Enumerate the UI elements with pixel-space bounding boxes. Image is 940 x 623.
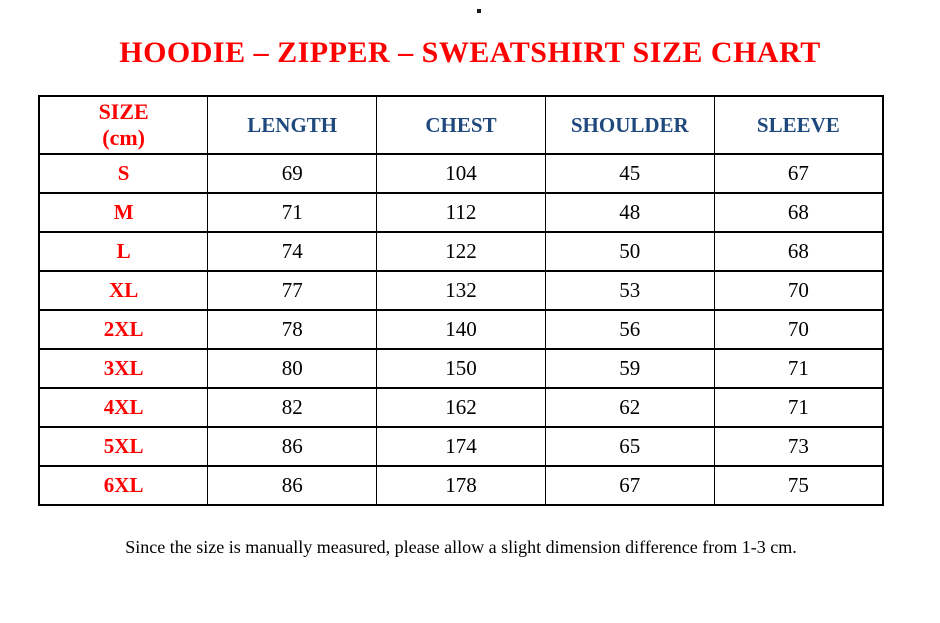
sleeve-value-cell: 73 — [713, 426, 884, 467]
shoulder-value-cell: 62 — [544, 387, 715, 428]
size-header-line1: SIZE — [98, 99, 149, 124]
length-value-cell: 71 — [207, 192, 378, 233]
size-label-cell: L — [38, 231, 209, 272]
table-row: L 74 122 50 68 — [38, 231, 884, 272]
size-label-cell: 4XL — [38, 387, 209, 428]
size-chart-body: S 69 104 45 67 M 71 112 48 68 L 74 122 50 68 XL 77 132 53 7… — [38, 153, 884, 506]
chest-value-cell: 112 — [376, 192, 546, 233]
shoulder-value-cell: 48 — [544, 192, 715, 233]
size-chart-table: SIZE (cm) LENGTH CHEST SHOULDER SLEEVE S… — [38, 95, 884, 506]
sleeve-value-cell: 70 — [713, 309, 884, 350]
page-title: HOODIE – ZIPPER – SWEATSHIRT SIZE CHART — [119, 36, 821, 69]
table-row: M 71 112 48 68 — [38, 192, 884, 233]
shoulder-value-cell: 59 — [544, 348, 715, 389]
table-row: 6XL 86 178 67 75 — [38, 465, 884, 506]
size-label-cell: 3XL — [38, 348, 209, 389]
sleeve-value-cell: 71 — [713, 387, 884, 428]
shoulder-value-cell: 56 — [544, 309, 715, 350]
length-value-cell: 80 — [207, 348, 378, 389]
length-value-cell: 74 — [207, 231, 378, 272]
stray-dot-artifact — [477, 9, 481, 13]
size-label-cell: S — [38, 153, 209, 194]
table-row: S 69 104 45 67 — [38, 153, 884, 194]
sleeve-value-cell: 71 — [713, 348, 884, 389]
chest-value-cell: 132 — [376, 270, 546, 311]
size-label-cell: 2XL — [38, 309, 209, 350]
table-row: 2XL 78 140 56 70 — [38, 309, 884, 350]
length-value-cell: 77 — [207, 270, 378, 311]
column-header-sleeve: SLEEVE — [713, 95, 884, 155]
length-value-cell: 86 — [207, 465, 378, 506]
table-row: 3XL 80 150 59 71 — [38, 348, 884, 389]
chest-value-cell: 162 — [376, 387, 546, 428]
length-value-cell: 78 — [207, 309, 378, 350]
length-value-cell: 82 — [207, 387, 378, 428]
size-label-cell: 5XL — [38, 426, 209, 467]
measurement-note: Since the size is manually measured, ple… — [125, 537, 797, 557]
chest-value-cell: 174 — [376, 426, 546, 467]
column-header-shoulder: SHOULDER — [544, 95, 715, 155]
sleeve-value-cell: 68 — [713, 231, 884, 272]
chest-value-cell: 122 — [376, 231, 546, 272]
column-header-size-cm: SIZE (cm) — [38, 95, 209, 155]
sleeve-value-cell: 70 — [713, 270, 884, 311]
size-label-cell: XL — [38, 270, 209, 311]
chest-value-cell: 140 — [376, 309, 546, 350]
table-row: 4XL 82 162 62 71 — [38, 387, 884, 428]
column-header-length: LENGTH — [207, 95, 378, 155]
sleeve-value-cell: 75 — [713, 465, 884, 506]
chest-value-cell: 150 — [376, 348, 546, 389]
size-label-cell: 6XL — [38, 465, 209, 506]
shoulder-value-cell: 45 — [544, 153, 715, 194]
chest-value-cell: 178 — [376, 465, 546, 506]
column-header-chest: CHEST — [376, 95, 546, 155]
shoulder-value-cell: 67 — [544, 465, 715, 506]
table-row: XL 77 132 53 70 — [38, 270, 884, 311]
table-row: 5XL 86 174 65 73 — [38, 426, 884, 467]
length-value-cell: 86 — [207, 426, 378, 467]
sleeve-value-cell: 68 — [713, 192, 884, 233]
length-value-cell: 69 — [207, 153, 378, 194]
size-header-line2: (cm) — [102, 125, 146, 150]
header-row: SIZE (cm) LENGTH CHEST SHOULDER SLEEVE — [38, 95, 884, 155]
shoulder-value-cell: 53 — [544, 270, 715, 311]
shoulder-value-cell: 65 — [544, 426, 715, 467]
chest-value-cell: 104 — [376, 153, 546, 194]
size-label-cell: M — [38, 192, 209, 233]
size-chart-header: SIZE (cm) LENGTH CHEST SHOULDER SLEEVE — [38, 95, 884, 155]
sleeve-value-cell: 67 — [713, 153, 884, 194]
shoulder-value-cell: 50 — [544, 231, 715, 272]
